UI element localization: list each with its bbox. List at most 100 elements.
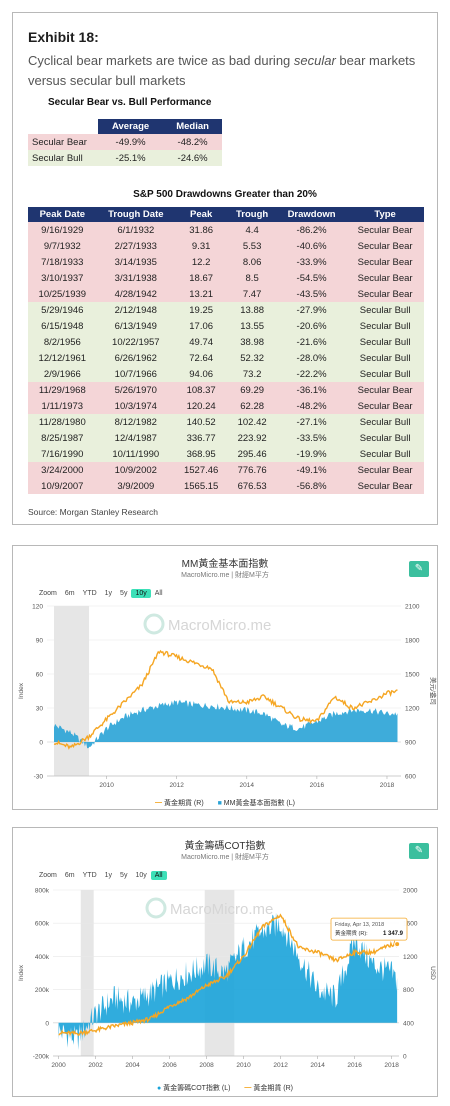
gold-cot-chart-panel: 黃金籌碼COT指數 MacroMicro.me | 財經M平方 ✎ Zoom 6m… — [12, 827, 438, 1097]
chart1-subtitle: MacroMicro.me | 財經M平方 — [181, 572, 269, 579]
left-tick-label: 0 — [45, 1020, 49, 1027]
drawdown-cell: 5/29/1946 — [28, 302, 97, 318]
right-axis-title: USD — [429, 966, 436, 980]
drawdown-cell: 62.28 — [227, 398, 277, 414]
drawdown-cell: 676.53 — [227, 478, 277, 494]
recession-band — [54, 606, 90, 776]
drawdown-cell: 4/28/1942 — [96, 286, 175, 302]
drawdown-cell: Secular Bull — [346, 334, 424, 350]
x-tick-label: 2018 — [380, 782, 395, 789]
drawdown-cell: 336.77 — [174, 430, 228, 446]
drawdown-row: 1/11/1973 10/3/1974 120.24 62.28 -48.2% Secul… — [28, 398, 424, 414]
drawdown-cell: 140.52 — [174, 414, 228, 430]
drawdown-cell: Secular Bull — [346, 350, 424, 366]
drawdown-header: Trough Date — [96, 207, 175, 222]
left-tick-label: 200k — [35, 987, 50, 994]
drawdown-cell: 776.76 — [227, 462, 277, 478]
drawdown-cell: 94.06 — [174, 366, 228, 382]
zoom-option-10y[interactable]: 10y — [131, 589, 151, 598]
watermark-text: MacroMicro.me — [170, 901, 273, 918]
drawdown-cell: Secular Bull — [346, 446, 424, 462]
right-tick-label: 400 — [403, 1020, 414, 1027]
zoom-option-ytd[interactable]: YTD — [82, 590, 97, 597]
drawdown-cell: 368.95 — [174, 446, 228, 462]
x-tick-label: 2014 — [310, 1062, 325, 1069]
drawdown-cell: 9/7/1932 — [28, 238, 97, 254]
drawdown-header: Peak — [174, 207, 228, 222]
drawdown-cell: -20.6% — [276, 318, 347, 334]
right-axis-title: 美元/盎司 — [429, 677, 437, 705]
zoom-option-5y[interactable]: 5y — [120, 872, 128, 879]
watermark-logo — [145, 897, 167, 919]
drawdown-cell: -21.6% — [276, 334, 347, 350]
zoom-option-all[interactable]: All — [150, 871, 167, 880]
drawdown-row: 6/15/1948 6/13/1949 17.06 13.55 -20.6% Secula… — [28, 318, 424, 334]
zoom-option-1y[interactable]: 1y — [104, 872, 113, 879]
tooltip-label: 黃金期貨 (R): — [335, 929, 368, 937]
drawdown-row: 11/29/1968 5/26/1970 108.37 69.29 -36.1% Secu… — [28, 382, 424, 398]
drawdown-cell: 7/16/1990 — [28, 446, 97, 462]
drawdown-cell: 2/9/1966 — [28, 366, 97, 382]
x-tick-label: 2000 — [51, 1062, 66, 1069]
exhibit-panel: Exhibit 18: Cyclical bear markets are tw… — [12, 12, 438, 525]
perf-header-blank — [28, 119, 98, 134]
drawdown-cell: Secular Bear — [346, 286, 424, 302]
drawdown-cell: Secular Bear — [346, 270, 424, 286]
subtitle-part: bear markets versus secular bull markets — [28, 53, 416, 88]
chart1-zoom-row: Zoom 6m YTD 1y 5y 10y All — [35, 589, 167, 598]
zoom-option-5y[interactable]: 5y — [120, 590, 128, 597]
drawdown-cell: Secular Bull — [346, 302, 424, 318]
chart2-zoom-row: Zoom 6m YTD 1y 5y 10y All — [35, 871, 167, 880]
zoom-label: Zoom — [39, 590, 57, 597]
drawdown-cell: Secular Bear — [346, 462, 424, 478]
x-tick-label: 2010 — [99, 782, 114, 789]
x-tick-label: 2016 — [310, 782, 325, 789]
drawdown-cell: Secular Bull — [346, 366, 424, 382]
left-axis-title: Index — [18, 964, 25, 981]
x-tick-label: 2010 — [236, 1062, 251, 1069]
drawdown-cell: 2/27/1933 — [96, 238, 175, 254]
right-tick-label: 1500 — [405, 672, 420, 679]
zoom-option-ytd[interactable]: YTD — [82, 872, 97, 879]
drawdown-row: 3/10/1937 3/31/1938 18.67 8.5 -54.5% Secular … — [28, 270, 424, 286]
drawdown-row: 2/9/1966 10/7/1966 94.06 73.2 -22.2% Secular … — [28, 366, 424, 382]
legend-item-gold-index[interactable]: ■ MM黃金基本面指數 (L) — [217, 800, 295, 807]
drawdown-cell: Secular Bear — [346, 238, 424, 254]
perf-row: Secular Bull -25.1% -24.6% — [28, 150, 222, 166]
drawdown-cell: -40.6% — [276, 238, 347, 254]
pencil-icon[interactable]: ✎ — [409, 561, 429, 577]
drawdown-cell: 10/11/1990 — [96, 446, 175, 462]
drawdown-cell: 12/12/1961 — [28, 350, 97, 366]
right-tick-label: 1800 — [405, 638, 420, 645]
right-tick-label: 1200 — [403, 954, 418, 961]
zoom-option-10y[interactable]: 10y — [135, 872, 147, 879]
right-tick-label: 1200 — [405, 706, 420, 713]
legend-item-cot-index[interactable]: ● 黃金籌碼COT指數 (L) — [156, 1085, 231, 1092]
legend-item-gold-futures[interactable]: ━ 黃金期貨 (R) — [155, 800, 204, 807]
drawdown-row: 11/28/1980 8/12/1982 140.52 102.42 -27.1% Sec… — [28, 414, 424, 430]
drawdown-cell: 8/2/1956 — [28, 334, 97, 350]
perf-cell: -25.1% — [98, 150, 164, 166]
source-note: Source: Morgan Stanley Research — [28, 507, 158, 517]
drawdown-cell: 10/22/1957 — [96, 334, 175, 350]
legend-item-gold-futures[interactable]: ━ 黃金期貨 (R) — [244, 1085, 294, 1092]
perf-cell: Secular Bear — [28, 134, 98, 150]
x-tick-label: 2012 — [273, 1062, 288, 1069]
zoom-option-6m[interactable]: 6m — [64, 872, 75, 879]
drawdown-row: 9/16/1929 6/1/1932 31.86 4.4 -86.2% Secular B… — [28, 222, 424, 238]
zoom-option-6m[interactable]: 6m — [64, 590, 75, 597]
drawdown-cell: 120.24 — [174, 398, 228, 414]
drawdown-cell: 10/7/1966 — [96, 366, 175, 382]
watermark-logo — [143, 613, 165, 635]
left-tick-label: 60 — [36, 672, 44, 679]
zoom-option-all[interactable]: All — [154, 590, 163, 597]
zoom-option-1y[interactable]: 1y — [104, 590, 113, 597]
drawdown-cell: -43.5% — [276, 286, 347, 302]
pencil-icon[interactable]: ✎ — [409, 843, 429, 859]
perf-row: Secular Bear -49.9% -48.2% — [28, 134, 222, 150]
right-tick-label: 900 — [405, 740, 416, 747]
drawdown-cell: -27.9% — [276, 302, 347, 318]
gold-futures-line — [58, 913, 398, 1037]
drawdown-cell: 1565.15 — [174, 478, 228, 494]
tooltip-point — [394, 941, 401, 948]
